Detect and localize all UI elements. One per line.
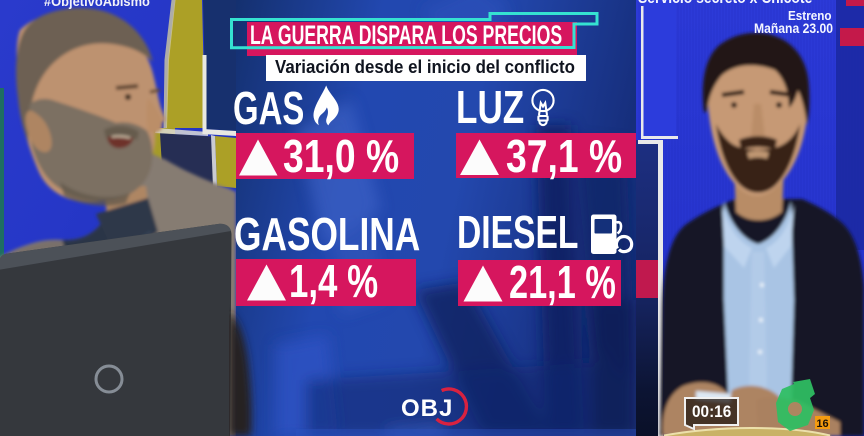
svg-text:16: 16 [816, 418, 828, 430]
svg-text:OBJ: OBJ [401, 395, 453, 422]
